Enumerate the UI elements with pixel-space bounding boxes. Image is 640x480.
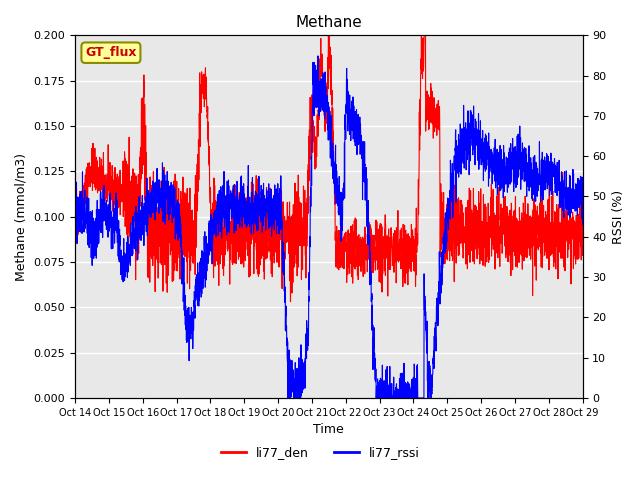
Text: GT_flux: GT_flux bbox=[85, 46, 137, 59]
li77_rssi bbox=[438, 256, 446, 262]
li77_den bbox=[324, 33, 332, 38]
Y-axis label: RSSI (%): RSSI (%) bbox=[612, 190, 625, 244]
li77_den bbox=[394, 232, 401, 238]
X-axis label: Time: Time bbox=[314, 423, 344, 436]
li77_rssi bbox=[394, 395, 401, 401]
li77_rssi bbox=[502, 164, 509, 169]
Legend: li77_den, li77_rssi: li77_den, li77_rssi bbox=[216, 441, 424, 464]
li77_rssi bbox=[286, 395, 294, 401]
li77_den bbox=[438, 204, 446, 209]
Line: li77_den: li77_den bbox=[75, 36, 582, 302]
li77_rssi bbox=[579, 222, 586, 228]
li77_den bbox=[471, 246, 479, 252]
li77_rssi bbox=[471, 144, 479, 149]
li77_den bbox=[175, 228, 183, 234]
li77_den bbox=[71, 223, 79, 228]
Y-axis label: Methane (mmol/m3): Methane (mmol/m3) bbox=[15, 153, 28, 281]
li77_den bbox=[579, 224, 586, 229]
li77_rssi bbox=[573, 186, 581, 192]
li77_den bbox=[502, 235, 509, 240]
Title: Methane: Methane bbox=[296, 15, 362, 30]
li77_den bbox=[287, 299, 294, 305]
li77_rssi bbox=[314, 53, 322, 59]
li77_rssi bbox=[71, 222, 79, 228]
li77_den bbox=[573, 252, 581, 258]
Line: li77_rssi: li77_rssi bbox=[75, 56, 582, 398]
li77_rssi bbox=[175, 230, 183, 236]
